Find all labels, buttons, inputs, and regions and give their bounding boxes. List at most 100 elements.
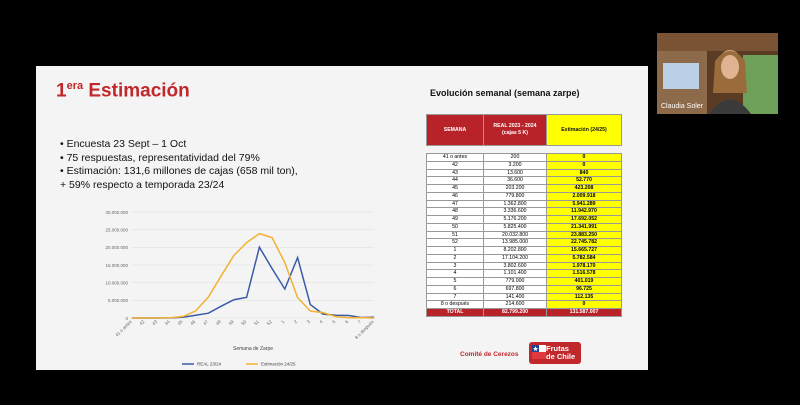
table-row: 8 o después 214.600 0	[426, 300, 622, 309]
week-cell: 44	[426, 176, 484, 185]
table-row: 42 3.200 0	[426, 160, 622, 170]
week-cell: 49	[426, 215, 484, 224]
estimate-cell: 1.516.578	[546, 269, 622, 278]
real-cell: 5.825.400	[483, 222, 547, 232]
x-tick-label: 52	[266, 319, 273, 326]
estimate-cell: 5.941.289	[546, 199, 622, 209]
data-point	[144, 317, 146, 319]
comite-cerezos-logo: Comité de Cerezos	[460, 351, 519, 358]
week-cell: 5	[426, 277, 484, 286]
bullet-item: • Encuesta 23 Sept – 1 Oct	[60, 138, 187, 150]
data-point	[360, 317, 362, 319]
x-tick-label: 48	[215, 319, 222, 326]
data-point	[284, 288, 286, 290]
week-cell: 7	[426, 292, 484, 302]
table-row: 49 5.176.200 17.692.052	[426, 215, 622, 224]
data-point	[348, 317, 349, 319]
x-tick-label: 3	[306, 319, 312, 325]
real-cell: 1.362.800	[483, 199, 547, 209]
real-cell: 779.800	[483, 191, 547, 201]
week-cell: 2	[426, 253, 484, 263]
participant-video-tile[interactable]: Claudia Soler	[657, 33, 778, 114]
x-tick-label: 1	[280, 319, 286, 325]
table-row: 5 779.000 401.019	[426, 277, 622, 286]
participant-name: Claudia Soler	[661, 103, 704, 110]
x-tick-label: 2	[293, 319, 299, 325]
real-cell: 3.802.600	[483, 261, 547, 271]
real-cell: 214.600	[483, 300, 547, 309]
weekly-shipments-chart: 0 5.000.000 10.000.000 15.000.000 20.000.000…	[105, 210, 375, 367]
total-row: TOTAL 82.799.200 131.587.007	[426, 308, 622, 317]
table-row: 2 17.104.200 5.782.584	[426, 253, 622, 263]
y-tick-label: 0	[125, 316, 128, 321]
header-estimacion: Estimación (24/25)	[546, 114, 622, 146]
y-tick-label: 25.000.000	[105, 227, 128, 232]
estimate-cell: 52.770	[546, 176, 622, 185]
title-superscript: era	[66, 80, 84, 92]
estimate-cell: 15.665.727	[546, 246, 622, 255]
estimate-cell: 0	[546, 160, 622, 170]
data-point	[208, 296, 209, 298]
y-tick-label: 15.000.000	[105, 263, 128, 268]
x-tick-label: 41 o antes	[114, 319, 133, 338]
week-cell: 42	[426, 160, 484, 170]
estimate-cell: 112.135	[546, 292, 622, 302]
table-row: 51 20.032.800 23.883.250	[426, 230, 622, 240]
series-line-estimacion	[132, 232, 375, 319]
x-tick-label: 42	[138, 319, 145, 326]
real-cell: 141.400	[483, 292, 547, 302]
estimate-cell: 0	[546, 300, 622, 309]
table-row: 50 5.825.400 21.341.991	[426, 222, 622, 232]
week-cell: 46	[426, 191, 484, 201]
estimate-cell: 2.009.918	[546, 191, 622, 201]
estimate-cell: 0	[546, 153, 622, 162]
data-point	[322, 313, 324, 315]
total-label: TOTAL	[426, 308, 484, 317]
estimate-cell: 840	[546, 168, 622, 178]
data-point	[157, 317, 158, 319]
y-tick-label: 5.000.000	[108, 298, 129, 303]
header-semana: SEMANA	[426, 114, 484, 146]
data-point	[131, 317, 133, 319]
data-point	[271, 237, 273, 239]
week-cell: 41 o antes	[426, 153, 484, 162]
data-point	[233, 255, 235, 256]
week-cell: 51	[426, 230, 484, 240]
x-tick-label: 6	[344, 319, 350, 325]
table-row: 6 697.800 96.725	[426, 284, 622, 294]
x-tick-label: 46	[189, 319, 196, 326]
estimate-cell: 23.883.250	[546, 230, 622, 240]
estimate-cell: 1.978.170	[546, 261, 622, 271]
table-row: 43 13.600 840	[426, 168, 622, 178]
real-cell: 13.600	[483, 168, 547, 178]
week-cell: 8 o después	[426, 300, 484, 309]
data-point	[246, 242, 248, 243]
estimate-cell: 96.725	[546, 284, 622, 294]
week-cell: 43	[426, 168, 484, 178]
legend-label: Estimación 24/25	[261, 362, 296, 367]
data-point	[309, 304, 311, 305]
frutas-de-chile-logo: Frutas de Chile	[529, 342, 581, 364]
data-point	[335, 316, 337, 317]
data-point	[258, 233, 260, 235]
data-point	[335, 314, 337, 316]
data-point	[208, 312, 209, 314]
total-real: 82.799.200	[483, 308, 547, 317]
y-tick-label: 20.000.000	[105, 245, 128, 250]
slide-title: 1era Estimación	[56, 80, 190, 102]
presentation-slide: 1era Estimación • Encuesta 23 Sept – 1 O…	[36, 66, 648, 370]
real-cell: 8.202.800	[483, 246, 547, 255]
x-tick-label: 47	[202, 319, 209, 326]
estimate-cell: 17.692.052	[546, 215, 622, 224]
x-tick-label: 49	[228, 319, 235, 326]
estimate-cell: 401.019	[546, 277, 622, 286]
data-point	[220, 305, 222, 307]
star-icon	[532, 345, 546, 359]
x-tick-label: 44	[164, 319, 171, 326]
week-cell: 4	[426, 269, 484, 278]
real-cell: 200	[483, 153, 547, 162]
data-point	[271, 268, 273, 269]
x-axis-label: Semana de Zarpe	[233, 346, 273, 352]
title-prefix: 1	[56, 80, 67, 102]
logo2-text: Frutas de Chile	[546, 345, 575, 361]
